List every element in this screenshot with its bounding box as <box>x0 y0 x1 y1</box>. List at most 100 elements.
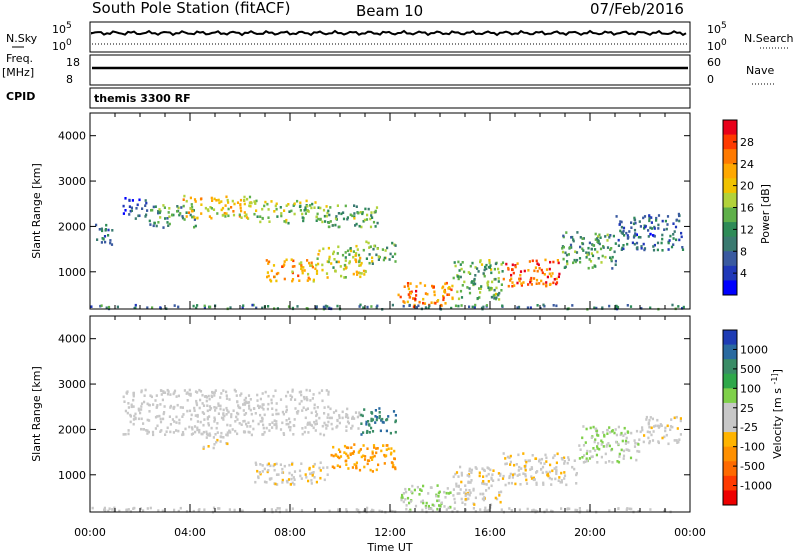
heatmap-cell-11 <box>300 509 304 512</box>
heatmap-cell-4 <box>315 215 318 219</box>
heatmap-cell-13 <box>635 241 639 245</box>
heatmap-cell-11 <box>549 260 552 264</box>
heatmap-cell-1 <box>358 411 361 414</box>
heatmap-cell-13 <box>649 226 652 230</box>
heatmap-cell-8 <box>575 473 578 477</box>
heatmap-cell-13 <box>672 222 675 225</box>
heatmap-cell-13 <box>639 225 642 228</box>
heatmap-cell-5 <box>357 211 360 215</box>
heatmap-cell-8 <box>519 483 522 486</box>
heatmap-cell-14 <box>402 304 405 308</box>
heatmap-cell-0 <box>173 420 176 423</box>
heatmap-cell-3 <box>190 203 193 206</box>
heatmap-cell-9 <box>423 302 427 305</box>
heatmap-cell-7 <box>461 501 464 504</box>
heatmap-cell-8 <box>532 476 535 480</box>
heatmap-cell-4 <box>298 469 302 473</box>
heatmap-cell-6 <box>401 493 404 497</box>
heatmap-cell-0 <box>252 419 255 423</box>
heatmap-cell-5 <box>369 225 373 229</box>
heatmap-cell-9 <box>613 431 616 435</box>
heatmap-cell-9 <box>589 450 592 453</box>
heatmap-cell-6 <box>449 491 452 494</box>
heatmap-cell-8 <box>536 470 539 473</box>
heatmap-cell-12 <box>579 260 582 264</box>
heatmap-cell-5 <box>353 204 356 207</box>
heatmap-cell-5 <box>337 212 340 215</box>
heatmap-cell-11 <box>551 510 554 513</box>
heatmap-cell-9 <box>422 297 425 301</box>
heatmap-cell-0 <box>163 405 166 408</box>
heatmap-cell-0 <box>169 430 172 434</box>
heatmap-cell-2 <box>185 211 188 214</box>
heatmap-cell-6 <box>308 261 311 265</box>
heatmap-cell-8 <box>522 472 525 475</box>
heatmap-cell-2 <box>194 224 197 228</box>
heatmap-cell-9 <box>605 445 608 448</box>
heatmap-cell-13 <box>643 247 647 250</box>
heatmap-cell-0 <box>173 391 176 394</box>
heatmap-cell-7 <box>483 482 486 486</box>
heatmap-cell-11 <box>532 508 535 512</box>
heatmap-cell-4 <box>300 477 303 480</box>
heatmap-cell-4 <box>255 199 258 203</box>
heatmap-cell-0 <box>247 401 251 404</box>
heatmap-cell-7 <box>315 269 319 273</box>
heatmap-cell-7 <box>467 481 470 484</box>
heatmap-cell-8 <box>545 456 548 460</box>
heatmap-cell-5 <box>371 216 374 219</box>
heatmap-cell-0 <box>320 389 324 392</box>
heatmap-cell-5 <box>339 455 343 458</box>
heatmap-cell-6 <box>409 500 412 503</box>
heatmap-cell-13 <box>670 245 674 249</box>
heatmap-cell-0 <box>139 411 142 415</box>
heatmap-cell-7 <box>355 252 358 255</box>
heatmap-cell-7 <box>342 267 346 271</box>
heatmap-cell-9 <box>397 293 400 297</box>
heatmap-cell-7 <box>499 474 502 477</box>
heatmap-cell-0 <box>199 398 202 402</box>
heatmap-cell-3 <box>205 436 208 439</box>
heatmap-cell-0 <box>148 410 151 413</box>
heatmap-cell-11 <box>371 508 374 512</box>
colorbar-swatch <box>723 461 737 477</box>
heatmap-cell-0 <box>240 423 243 426</box>
heatmap-cell-14 <box>359 303 362 307</box>
heatmap-cell-4 <box>281 481 284 484</box>
heatmap-cell-3 <box>219 440 222 443</box>
heatmap-cell-10 <box>676 427 679 430</box>
heatmap-cell-0 <box>147 430 150 434</box>
freq-tick-top: 18 <box>66 56 80 69</box>
heatmap-cell-2 <box>168 207 171 210</box>
velocity-label-main: Velocity [m s <box>771 388 784 459</box>
heatmap-cell-10 <box>474 274 477 277</box>
heatmap-cell-10 <box>497 271 501 274</box>
heatmap-cell-14 <box>116 305 119 309</box>
heatmap-cell-0 <box>243 413 246 416</box>
freq-label-top: Freq. <box>6 52 33 65</box>
heatmap-cell-0 <box>250 433 253 437</box>
heatmap-cell-5 <box>375 451 378 455</box>
heatmap-cell-11 <box>91 506 94 510</box>
heatmap-cell-8 <box>394 260 397 263</box>
heatmap-cell-2 <box>148 219 151 223</box>
heatmap-cell-4 <box>309 472 312 476</box>
heatmap-cell-3 <box>243 198 246 202</box>
heatmap-cell-0 <box>318 416 321 420</box>
heatmap-cell-11 <box>531 259 534 263</box>
heatmap-cell-6 <box>270 269 273 273</box>
heatmap-cell-8 <box>548 470 551 474</box>
heatmap-cell-7 <box>337 260 340 264</box>
heatmap-cell-0 <box>137 417 141 421</box>
heatmap-cell-13 <box>648 214 651 217</box>
heatmap-cell-1 <box>144 204 147 207</box>
heatmap-cell-4 <box>268 477 271 481</box>
heatmap-cell-11 <box>127 508 130 511</box>
heatmap-cell-12 <box>582 237 585 240</box>
heatmap-cell-4 <box>293 478 296 481</box>
heatmap-cell-3 <box>212 436 215 439</box>
heatmap-cell-11 <box>548 267 551 271</box>
heatmap-cell-7 <box>492 479 495 482</box>
heatmap-cell-6 <box>410 490 413 494</box>
heatmap-cell-0 <box>306 407 309 410</box>
